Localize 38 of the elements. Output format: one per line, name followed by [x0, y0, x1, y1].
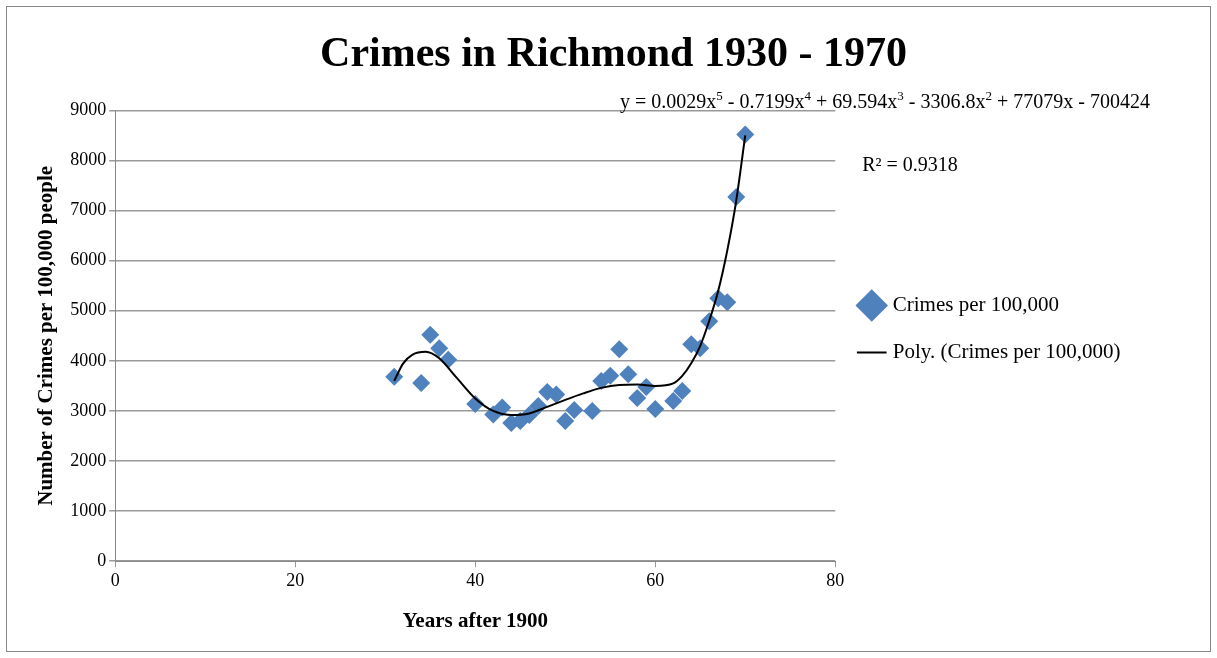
legend-label: Poly. (Crimes per 100,000) [892, 339, 1121, 364]
y-tick-label: 4000 [70, 349, 107, 370]
point [664, 391, 683, 410]
x-tick-label: 20 [286, 569, 305, 590]
point [430, 339, 449, 358]
point [601, 366, 620, 385]
y-tick-label: 8000 [70, 149, 107, 170]
point [736, 125, 755, 144]
x-tick-label: 80 [826, 569, 845, 590]
y-tick-label: 6000 [70, 249, 107, 270]
x-tick-label: 60 [646, 569, 665, 590]
point [628, 388, 647, 407]
legend-label: Crimes per 100,000 [892, 292, 1059, 317]
x-tick-label: 0 [110, 569, 120, 590]
point [565, 400, 584, 419]
point [556, 411, 575, 430]
point [673, 381, 692, 400]
y-tick-label: 9000 [70, 99, 107, 120]
x-tick-label: 40 [466, 569, 485, 590]
point [646, 399, 665, 418]
point [610, 340, 629, 359]
x-axis-title: Years after 1900 [402, 607, 548, 632]
text: R² = 0.9318 [861, 152, 959, 177]
y-tick-label: 5000 [70, 299, 107, 320]
point [619, 365, 638, 384]
point [412, 373, 431, 392]
point [421, 325, 440, 344]
point [718, 293, 737, 312]
y-tick-label: 3000 [70, 399, 107, 420]
chart-title: Crimes in Richmond 1930 - 1970 [320, 29, 907, 76]
y-tick-label: 1000 [70, 499, 107, 520]
point [583, 401, 602, 420]
text: y = 0.0029x$^{5}$ - 0.7199x$^{4}$ + 69.594x$^{3}$ - 3306.8x$^{2}$ + 77079x - 700424 [620, 88, 1150, 112]
y-axis-title: Number of Crimes per 100,000 people [33, 165, 58, 506]
y-tick-label: 2000 [70, 449, 107, 470]
y-tick-label: 7000 [70, 199, 107, 220]
y-tick-label: 0 [97, 549, 107, 570]
point [493, 398, 512, 417]
